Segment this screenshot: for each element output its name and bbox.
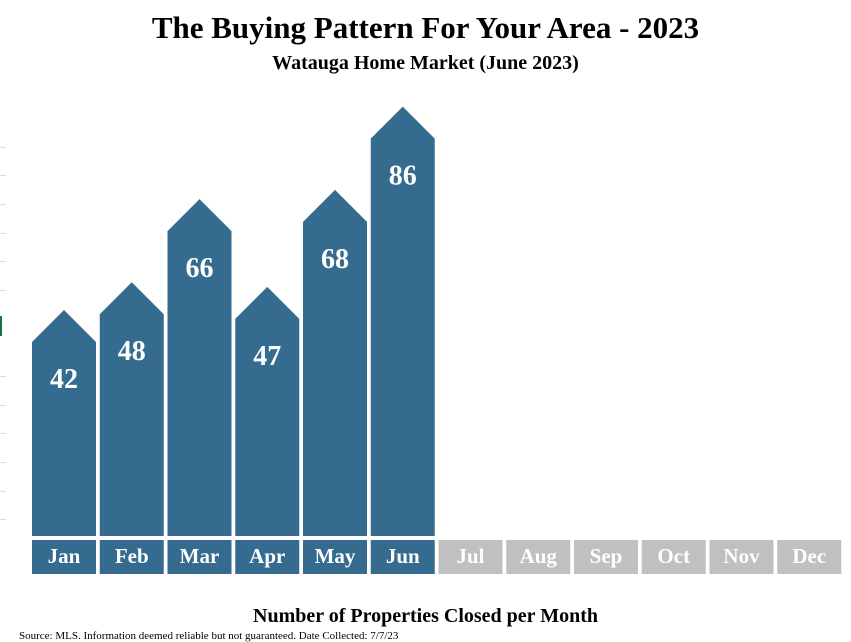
tick-label-dec: Dec	[792, 544, 826, 568]
month-box-mar	[167, 540, 232, 574]
month-box-aug	[506, 540, 571, 574]
month-box-nov	[709, 540, 774, 574]
tick-label-aug: Aug	[520, 544, 558, 568]
month-box-sep	[574, 540, 638, 574]
spreadsheet-gridlines	[0, 0, 6, 639]
month-box-apr	[235, 540, 300, 574]
month-box-jul	[438, 540, 503, 574]
month-box-jan	[32, 540, 96, 574]
tick-label-jan: Jan	[48, 544, 81, 568]
bar-feb	[99, 282, 164, 536]
tick-label-sep: Sep	[590, 544, 623, 568]
data-label-mar: 66	[186, 253, 214, 284]
x-axis-label: Number of Properties Closed per Month	[253, 605, 598, 627]
tick-label-apr: Apr	[249, 544, 285, 568]
chart-title: The Buying Pattern For Your Area - 2023	[151, 10, 700, 45]
chart-subtitle: Watauga Home Market (June 2023)	[272, 52, 579, 74]
month-box-dec	[777, 540, 842, 574]
month-box-may	[303, 540, 367, 574]
bar-chart: 42 Jan 48 Feb 66 Mar 47 Apr 68 May 86 Jun Jul Aug Sep O…	[32, 106, 842, 574]
month-box-feb	[99, 540, 164, 574]
tick-label-may: May	[315, 544, 356, 568]
tick-label-oct: Oct	[657, 544, 690, 568]
month-box-jun	[370, 540, 435, 574]
bar-jun	[370, 106, 435, 537]
data-label-jun: 86	[389, 161, 417, 192]
tick-label-nov: Nov	[723, 544, 760, 568]
data-label-may: 68	[321, 244, 349, 275]
bar-jan	[32, 309, 96, 536]
data-label-apr: 47	[253, 341, 281, 372]
data-label-jan: 42	[50, 364, 78, 395]
data-label-feb: 48	[118, 336, 146, 367]
tick-label-jun: Jun	[386, 544, 420, 568]
tick-label-mar: Mar	[180, 544, 220, 568]
source-note: Source: MLS. Information deemed reliable…	[19, 630, 399, 642]
cell-selection-marker	[0, 316, 2, 336]
tick-label-jul: Jul	[456, 544, 484, 568]
tick-label-feb: Feb	[115, 544, 149, 568]
bar-mar	[167, 199, 232, 536]
month-box-oct	[641, 540, 706, 574]
bar-may	[303, 189, 367, 536]
bar-apr	[235, 286, 300, 536]
